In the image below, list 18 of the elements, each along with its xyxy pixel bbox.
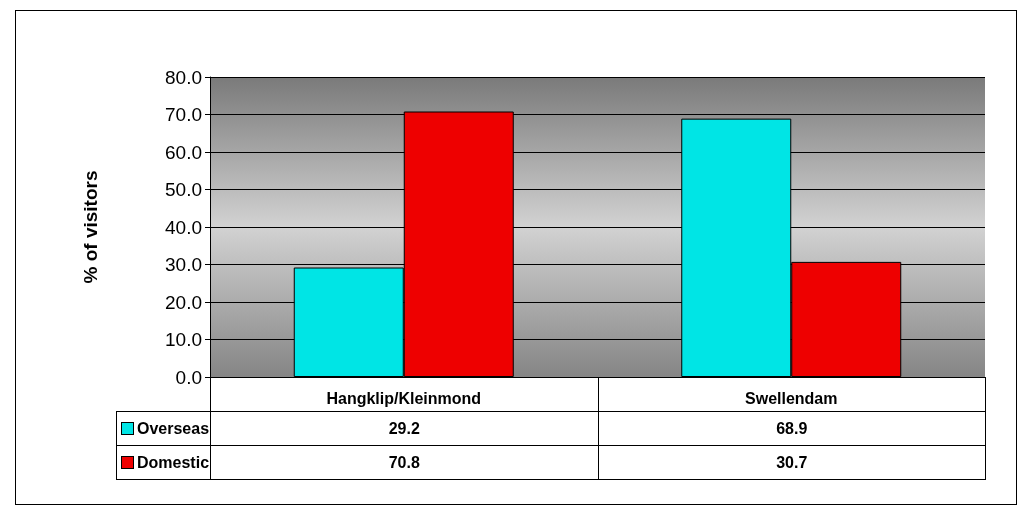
y-tick-label: 50.0 <box>165 179 202 200</box>
data-label: 68.9 <box>597 411 986 446</box>
data-label: 30.7 <box>597 445 986 480</box>
y-tick-label: 10.0 <box>165 329 202 350</box>
y-tick-label: 20.0 <box>165 291 202 313</box>
y-axis-title: % of visitors <box>80 170 101 284</box>
data-label: 70.8 <box>210 445 599 480</box>
y-tick-label: 0.0 <box>175 366 202 388</box>
legend-label: Domestic <box>137 453 210 472</box>
data-label: 29.2 <box>210 411 599 446</box>
y-tick-label: 60.0 <box>165 141 202 163</box>
y-tick-label: 80.0 <box>165 66 202 88</box>
y-tick-label: 40.0 <box>165 216 202 238</box>
legend-label: Overseas <box>137 419 210 438</box>
x-tick-label: Hangklip/Kleinmond <box>326 389 482 407</box>
x-tick-label: Swellendam <box>745 389 838 407</box>
y-tick-label: 70.0 <box>165 104 202 125</box>
y-tick-label: 30.0 <box>165 254 202 275</box>
